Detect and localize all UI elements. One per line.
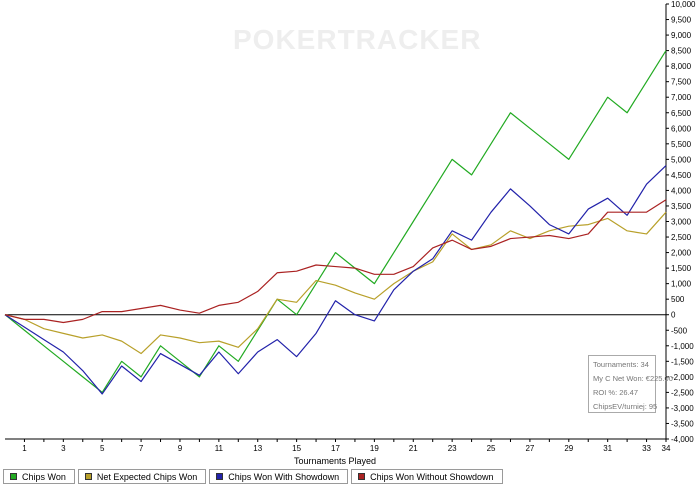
y-tick-label: 4,500 xyxy=(671,171,692,180)
watermark: POKERTRACKER xyxy=(233,24,481,55)
series-line-chips-won-without-showdown xyxy=(4,199,667,324)
legend-label: Chips Won With Showdown xyxy=(228,471,340,482)
x-tick-label: 33 xyxy=(642,444,651,453)
series-line-chips-won-with-showdown xyxy=(4,165,667,395)
y-tick-label: 1,000 xyxy=(671,280,692,289)
x-tick-label: 21 xyxy=(409,444,418,453)
x-axis-ticks: 1 3 5 7 9 11 13 15 17 19 21 23 25 27 29 31 33 34 xyxy=(22,439,671,453)
y-tick-label: 9,000 xyxy=(671,31,692,40)
x-tick-label: 23 xyxy=(448,444,457,453)
x-tick-label: 29 xyxy=(564,444,573,453)
y-tick-label: 2,000 xyxy=(671,249,692,258)
x-tick-label: 17 xyxy=(331,444,340,453)
y-tick-label: 6,000 xyxy=(671,124,692,133)
x-tick-label: 3 xyxy=(61,444,66,453)
series-line-net-expected-chips-won xyxy=(4,211,667,355)
y-tick-label: 6,500 xyxy=(671,109,692,118)
watermark-text: POKERTRACKER xyxy=(233,24,481,55)
stats-net-won: My C Net Won: €225.00 xyxy=(593,374,673,383)
x-tick-label: 9 xyxy=(178,444,183,453)
x-tick-label: 1 xyxy=(22,444,27,453)
y-tick-label: 9,500 xyxy=(671,16,692,25)
y-tick-label: 7,500 xyxy=(671,78,692,87)
x-tick-label: 13 xyxy=(253,444,262,453)
stats-tournaments: Tournaments: 34 xyxy=(593,360,649,369)
x-tick-label: 19 xyxy=(370,444,379,453)
y-tick-label: 8,500 xyxy=(671,47,692,56)
y-tick-label: 2,500 xyxy=(671,233,692,242)
y-tick-label: 0 xyxy=(671,311,676,320)
y-tick-label: -1,500 xyxy=(671,357,694,366)
legend-swatch xyxy=(358,473,366,480)
y-tick-label: -2,500 xyxy=(671,388,694,397)
legend-label: Chips Won xyxy=(22,471,66,482)
x-tick-label: 25 xyxy=(487,444,496,453)
stats-box: Tournaments: 34 My C Net Won: €225.00 RO… xyxy=(588,355,673,413)
x-tick-label: 7 xyxy=(139,444,144,453)
x-tick-label: 11 xyxy=(215,444,224,453)
legend: Chips Won Net Expected Chips Won Chips Won… xyxy=(3,469,506,486)
y-tick-label: 5,500 xyxy=(671,140,692,149)
legend-swatch xyxy=(216,473,224,480)
y-tick-label: 10,000 xyxy=(671,0,696,9)
legend-swatch xyxy=(84,473,92,480)
y-tick-label: -3,000 xyxy=(671,404,694,413)
y-tick-label: 7,000 xyxy=(671,93,692,102)
legend-item: Net Expected Chips Won xyxy=(77,469,207,484)
x-axis-label: Tournaments Played xyxy=(294,456,376,466)
x-tick-label: 5 xyxy=(100,444,105,453)
legend-label: Net Expected Chips Won xyxy=(96,471,198,482)
y-tick-label: 5,000 xyxy=(671,155,692,164)
y-tick-label: -4,000 xyxy=(671,435,694,444)
legend-swatch xyxy=(10,473,17,480)
x-tick-label: 15 xyxy=(292,444,301,453)
y-tick-label: 1,500 xyxy=(671,264,692,273)
y-tick-label: -3,500 xyxy=(671,419,694,428)
y-tick-label: 3,000 xyxy=(671,218,692,227)
y-tick-label: -1,000 xyxy=(671,342,694,351)
legend-item: Chips Won xyxy=(3,469,75,484)
y-tick-label: 3,500 xyxy=(671,202,692,211)
stats-chipsev: ChipsEV/turniej: 95 xyxy=(593,402,658,411)
legend-label: Chips Won Without Showdown xyxy=(370,471,494,482)
x-tick-label: 31 xyxy=(603,444,612,453)
legend-item: Chips Won With Showdown xyxy=(209,469,349,484)
y-tick-label: 8,000 xyxy=(671,62,692,71)
series-layer xyxy=(4,50,667,395)
series-line-chips-won xyxy=(4,50,667,393)
y-tick-label: -500 xyxy=(671,326,688,335)
y-tick-label: 4,000 xyxy=(671,186,692,195)
y-axis-ticks: -4,000 -3,500 -3,000 -2,500 -2,000 -1,500 -1,0… xyxy=(666,0,696,444)
x-tick-label: 27 xyxy=(525,444,534,453)
x-tick-label: 34 xyxy=(662,444,671,453)
y-tick-label: 500 xyxy=(671,295,685,304)
stats-roi: ROI %: 26.47 xyxy=(593,388,639,397)
legend-item: Chips Won Without Showdown xyxy=(351,469,503,484)
y-tick-label: -2,000 xyxy=(671,373,694,382)
